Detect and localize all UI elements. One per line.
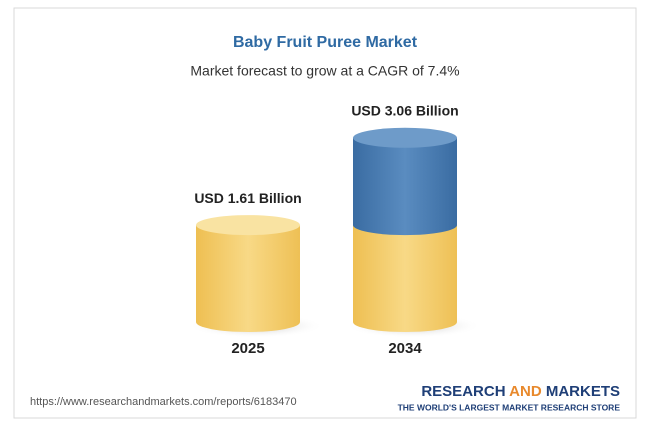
frame: [13, 7, 637, 419]
source-url: https://www.researchandmarkets.com/repor…: [30, 396, 297, 408]
cylinder-top: [196, 215, 300, 236]
value-label: USD 1.61 Billion: [194, 190, 301, 206]
brand-part: AND: [509, 383, 542, 400]
value-label: USD 3.06 Billion: [351, 102, 458, 118]
brand-tagline: THE WORLD'S LARGEST MARKET RESEARCH STOR…: [398, 402, 621, 412]
brand-part: MARKETS: [546, 383, 620, 400]
chart-subtitle: Market forecast to grow at a CAGR of 7.4…: [190, 63, 459, 79]
cylinder-base: [353, 225, 457, 332]
brand-part: RESEARCH: [421, 383, 505, 400]
cylinder: [196, 225, 300, 332]
cylinder-growth: [353, 137, 457, 236]
x-tick-label: 2034: [388, 340, 422, 357]
x-tick-label: 2025: [231, 340, 264, 357]
chart-title: Baby Fruit Puree Market: [233, 34, 418, 51]
brand-logo: RESEARCH AND MARKETS: [421, 383, 620, 400]
cylinder-top: [353, 127, 457, 148]
